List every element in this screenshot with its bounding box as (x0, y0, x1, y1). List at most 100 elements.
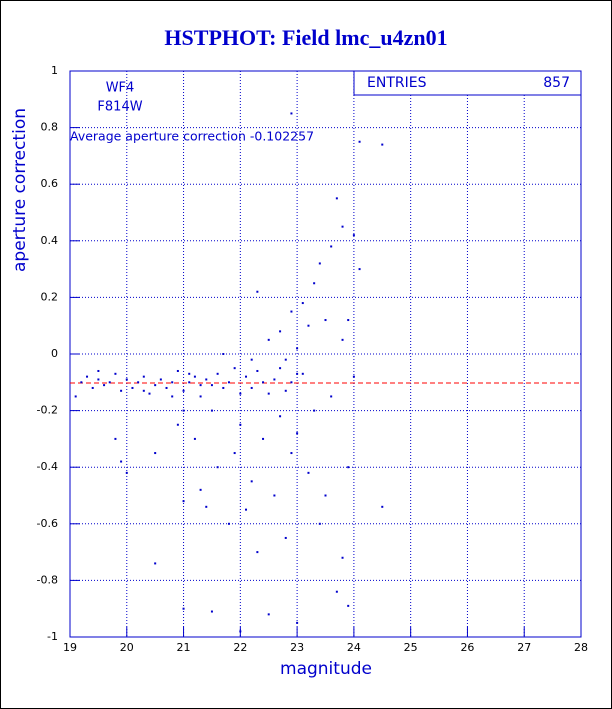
point (279, 330, 282, 333)
point (188, 372, 191, 375)
point (199, 384, 202, 387)
point (142, 389, 145, 392)
point (239, 423, 242, 426)
point (341, 556, 344, 559)
point (165, 386, 168, 389)
point (120, 460, 123, 463)
point (233, 452, 236, 455)
point (296, 432, 299, 435)
point (131, 386, 134, 389)
stats-value: 857 (543, 75, 570, 91)
point (210, 409, 213, 412)
point (216, 466, 219, 469)
point (318, 262, 321, 265)
point (296, 621, 299, 624)
x-tick-label: 24 (347, 641, 361, 654)
point (199, 488, 202, 491)
point (307, 471, 310, 474)
point (239, 392, 242, 395)
point (262, 381, 265, 384)
annotation: Average aperture correction -0.102257 (70, 129, 314, 144)
point (262, 437, 265, 440)
point (284, 536, 287, 539)
y-tick-label: -1 (47, 630, 58, 643)
point (205, 505, 208, 508)
point (284, 358, 287, 361)
point (80, 381, 83, 384)
point (256, 369, 259, 372)
point (114, 372, 117, 375)
point (250, 358, 253, 361)
point (233, 367, 236, 370)
point (256, 551, 259, 554)
point (245, 375, 248, 378)
y-tick-label: -0.2 (37, 404, 58, 417)
point (313, 409, 316, 412)
point (193, 375, 196, 378)
y-axis-label: aperture correction (10, 108, 30, 272)
point (137, 381, 140, 384)
stats-box (353, 70, 582, 96)
point (381, 143, 384, 146)
annotation: WF4 (106, 81, 135, 96)
x-tick-label: 21 (177, 641, 191, 654)
point (154, 384, 157, 387)
y-tick-label: -0.6 (37, 517, 58, 530)
y-tick-label: 0.4 (41, 234, 59, 247)
point (97, 378, 100, 381)
y-tick-label: 1 (51, 64, 58, 77)
point (97, 369, 100, 372)
y-tick-label: -0.8 (37, 573, 58, 586)
point (182, 500, 185, 503)
point (290, 381, 293, 384)
point (267, 613, 270, 616)
point (250, 480, 253, 483)
point (267, 338, 270, 341)
point (313, 282, 316, 285)
point (290, 310, 293, 313)
point (290, 112, 293, 115)
point (301, 302, 304, 305)
point (210, 610, 213, 613)
point (222, 353, 225, 355)
point (352, 234, 355, 237)
point (307, 324, 310, 327)
stats-label: ENTRIES (367, 75, 427, 91)
point (125, 471, 128, 474)
point (193, 437, 196, 440)
point (199, 395, 202, 398)
point (279, 367, 282, 370)
point (245, 508, 248, 511)
point (296, 372, 299, 375)
point (352, 375, 355, 378)
point (284, 389, 287, 392)
point (182, 409, 185, 412)
point (256, 290, 259, 293)
point (222, 386, 225, 389)
point (227, 522, 230, 525)
point (290, 452, 293, 455)
point (86, 375, 89, 378)
point (91, 386, 94, 389)
annotation: F814W (97, 100, 142, 115)
point (318, 522, 321, 525)
x-tick-label: 27 (517, 641, 531, 654)
x-tick-label: 25 (404, 641, 418, 654)
point (182, 607, 185, 610)
point (176, 423, 179, 426)
point (188, 381, 191, 384)
point (227, 381, 230, 384)
point (267, 392, 270, 395)
point (120, 389, 123, 392)
point (205, 378, 208, 381)
point (335, 590, 338, 593)
point (171, 395, 174, 398)
point (74, 395, 77, 398)
point (273, 378, 276, 381)
y-tick-label: 0.8 (41, 121, 59, 134)
point (148, 392, 151, 395)
point (159, 378, 162, 381)
x-tick-label: 28 (574, 641, 588, 654)
x-tick-label: 19 (63, 641, 77, 654)
